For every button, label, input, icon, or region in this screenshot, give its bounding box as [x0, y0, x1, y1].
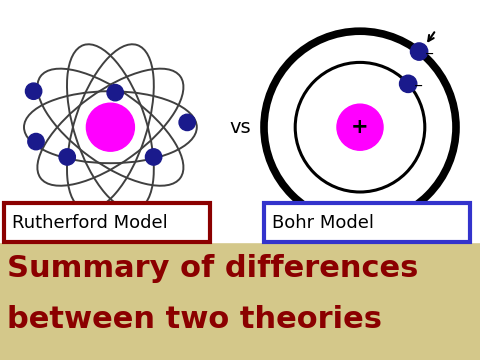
Circle shape — [399, 75, 417, 93]
Circle shape — [337, 104, 383, 150]
FancyBboxPatch shape — [4, 203, 210, 242]
Circle shape — [86, 103, 134, 151]
Text: Rutherford Model: Rutherford Model — [12, 214, 168, 232]
Circle shape — [410, 43, 428, 60]
Bar — [0, 0, 480, 242]
Text: Summary of differences: Summary of differences — [7, 254, 419, 283]
FancyBboxPatch shape — [264, 203, 470, 242]
Text: between two theories: between two theories — [7, 305, 382, 334]
Circle shape — [145, 149, 162, 165]
Circle shape — [25, 83, 42, 99]
Circle shape — [28, 134, 44, 150]
Text: +: + — [351, 117, 369, 137]
Bar — [0, 242, 480, 360]
Circle shape — [59, 149, 75, 165]
Circle shape — [179, 114, 195, 131]
Text: −: − — [425, 49, 434, 59]
Text: Bohr Model: Bohr Model — [272, 214, 374, 232]
Text: vs: vs — [229, 118, 251, 137]
Text: −: − — [414, 81, 423, 91]
Circle shape — [107, 85, 123, 101]
